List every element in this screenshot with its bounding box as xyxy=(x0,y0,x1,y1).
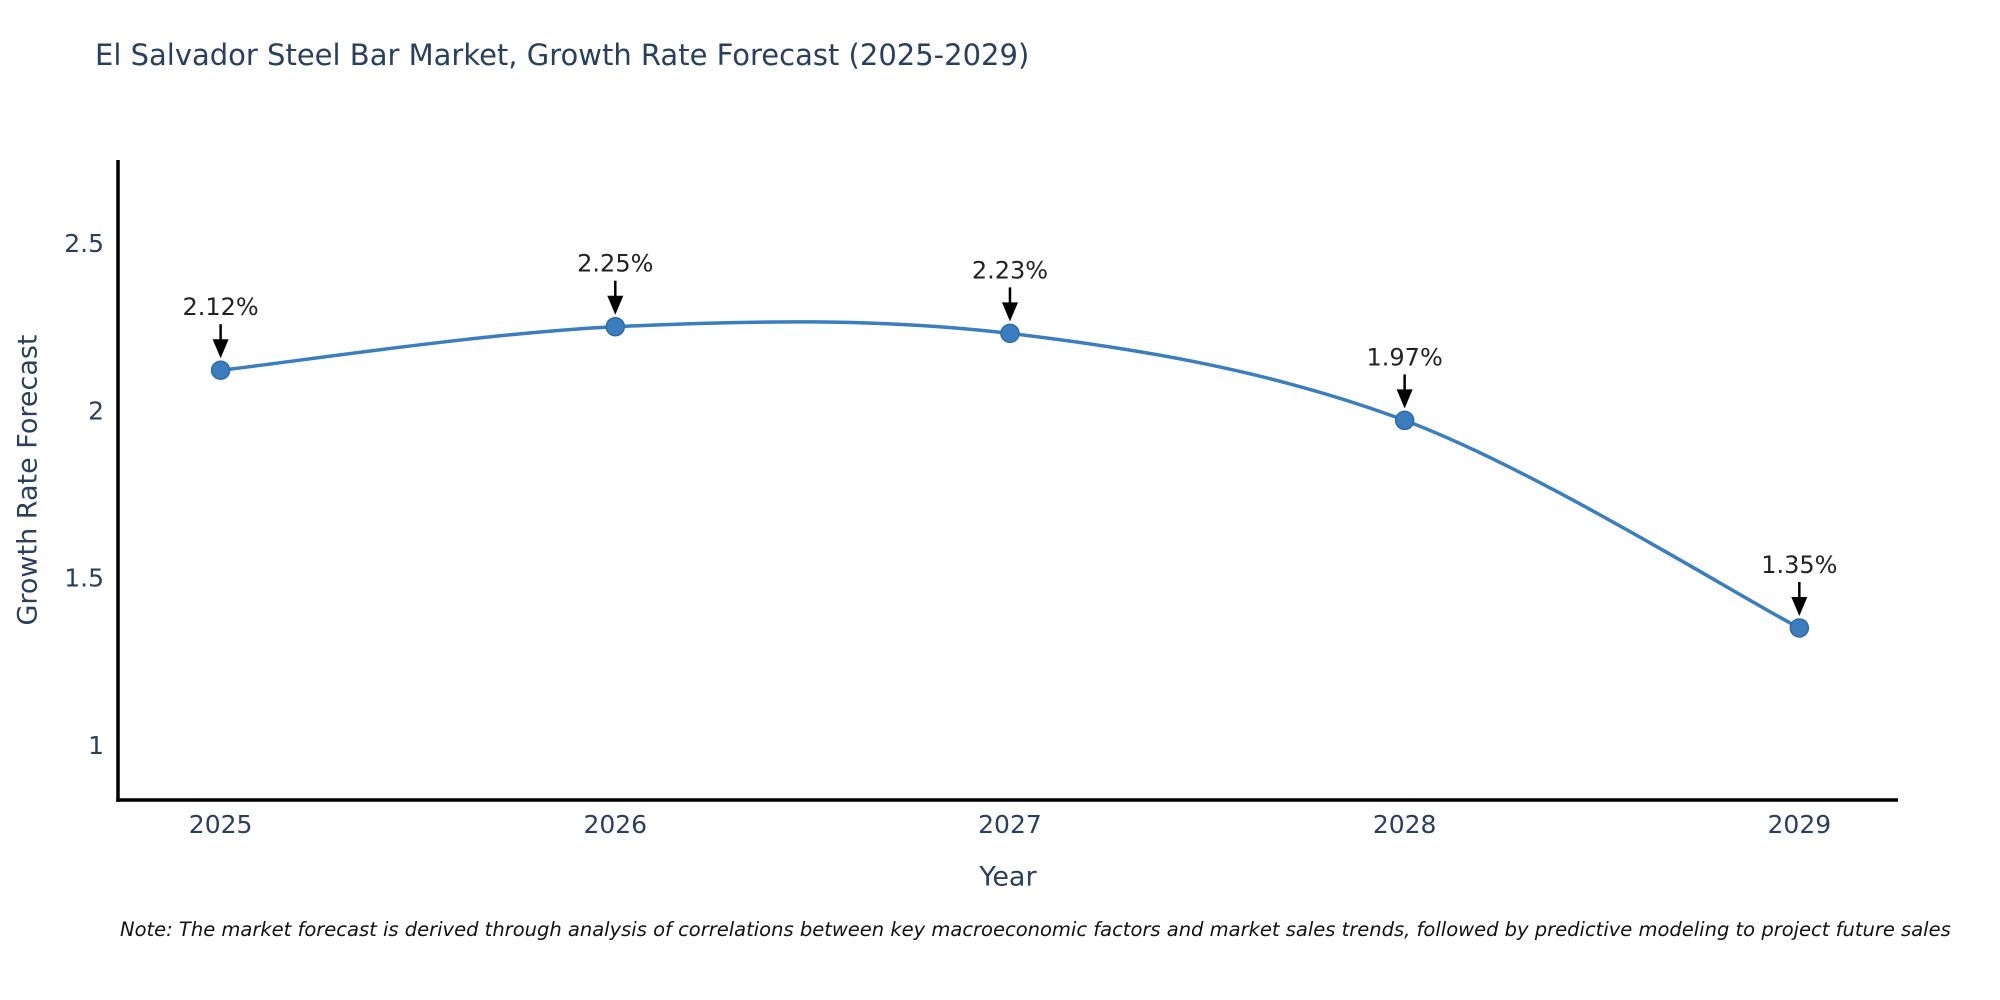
x-tick-label: 2027 xyxy=(978,810,1042,839)
x-tick-label: 2028 xyxy=(1373,810,1437,839)
data-point-marker[interactable] xyxy=(210,360,231,380)
annotation-arrow-head xyxy=(607,295,624,315)
trend-line xyxy=(218,320,1802,630)
annotation-arrow-head xyxy=(1396,389,1413,409)
data-point-marker[interactable] xyxy=(1394,410,1415,431)
y-tick-label: 2 xyxy=(88,396,104,425)
data-point-marker[interactable] xyxy=(1000,323,1020,344)
x-tick-label: 2025 xyxy=(189,810,253,839)
data-point-marker[interactable] xyxy=(1789,618,1810,638)
annotation-arrow-head xyxy=(1791,596,1808,616)
data-point-label: 2.25% xyxy=(577,250,653,278)
data-point-label: 1.97% xyxy=(1367,343,1443,371)
y-tick-label: 1.5 xyxy=(64,564,104,593)
data-point-marker[interactable] xyxy=(605,316,626,337)
chart-title: El Salvador Steel Bar Market, Growth Rat… xyxy=(95,38,1030,72)
x-tick-label: 2029 xyxy=(1768,810,1832,839)
x-axis-title: Year xyxy=(979,861,1037,893)
x-tick-label: 2026 xyxy=(583,810,647,839)
y-tick-label: 2.5 xyxy=(64,229,104,258)
y-tick-label: 1 xyxy=(88,731,104,760)
annotation-arrow-head xyxy=(1001,302,1018,322)
annotation-arrow-head xyxy=(212,339,229,359)
data-point-label: 2.12% xyxy=(182,293,258,321)
y-axis-title: Growth Rate Forecast xyxy=(12,334,44,626)
data-point-label: 1.35% xyxy=(1761,551,1837,579)
footnote: Note: The market forecast is derived thr… xyxy=(120,918,1951,941)
data-point-label: 2.23% xyxy=(972,256,1048,284)
